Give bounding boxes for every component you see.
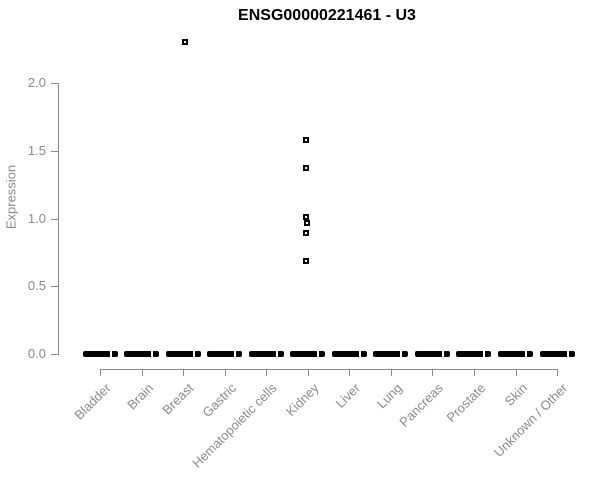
x-axis-category-label: Brain xyxy=(123,380,156,413)
x-tick xyxy=(474,369,475,376)
zero-expression-dash xyxy=(249,351,284,357)
data-point xyxy=(303,258,309,264)
x-axis-category-label: Skin xyxy=(501,380,530,409)
zero-expression-dash xyxy=(83,351,118,357)
y-tick-label: 0.5 xyxy=(27,278,46,293)
x-tick xyxy=(225,369,226,376)
y-axis-line xyxy=(58,83,59,355)
zero-expression-dash xyxy=(332,351,367,357)
x-axis-category-label: Unknown / Other xyxy=(491,380,571,460)
zero-expression-dash xyxy=(207,351,242,357)
chart-title: ENSG00000221461 - U3 xyxy=(238,7,416,24)
y-tick-label: 1.0 xyxy=(27,211,46,226)
x-axis-category-label: Gastric xyxy=(199,380,239,421)
x-axis-category-label: Kidney xyxy=(283,380,322,420)
x-axis-category-label: Bladder xyxy=(71,380,114,423)
zero-expression-dash xyxy=(290,351,325,357)
zero-expression-dash xyxy=(540,351,575,357)
x-axis-category-label: Lung xyxy=(373,380,405,412)
x-axis-category-label: Breast xyxy=(159,380,197,418)
y-tick xyxy=(51,286,58,287)
x-tick xyxy=(183,369,184,376)
data-point xyxy=(303,137,309,143)
data-point xyxy=(182,39,188,45)
x-axis-category-label: Pancreas xyxy=(396,380,446,430)
x-axis-category-label: Prostate xyxy=(443,380,488,426)
x-tick xyxy=(100,369,101,376)
x-tick xyxy=(142,369,143,376)
zero-expression-dash xyxy=(456,351,491,357)
x-tick xyxy=(557,369,558,376)
zero-expression-dash xyxy=(373,351,408,357)
data-point xyxy=(303,165,309,171)
x-tick xyxy=(349,369,350,376)
y-tick-label: 1.5 xyxy=(27,143,46,158)
y-tick xyxy=(51,219,58,220)
y-tick-label: 0.0 xyxy=(27,346,46,361)
x-axis-line xyxy=(100,369,558,370)
data-point xyxy=(303,230,309,236)
y-tick-label: 2.0 xyxy=(27,75,46,90)
x-tick xyxy=(308,369,309,376)
zero-expression-dash xyxy=(166,351,201,357)
data-point xyxy=(304,220,310,226)
x-tick xyxy=(266,369,267,376)
x-axis-category-label: Liver xyxy=(332,380,363,411)
x-tick xyxy=(432,369,433,376)
zero-expression-dash xyxy=(124,351,159,357)
y-tick xyxy=(51,83,58,84)
data-point xyxy=(303,214,309,220)
x-tick xyxy=(516,369,517,376)
y-tick xyxy=(51,354,58,355)
zero-expression-dash xyxy=(498,351,533,357)
x-tick xyxy=(391,369,392,376)
zero-expression-dash xyxy=(415,351,450,357)
y-tick xyxy=(51,151,58,152)
